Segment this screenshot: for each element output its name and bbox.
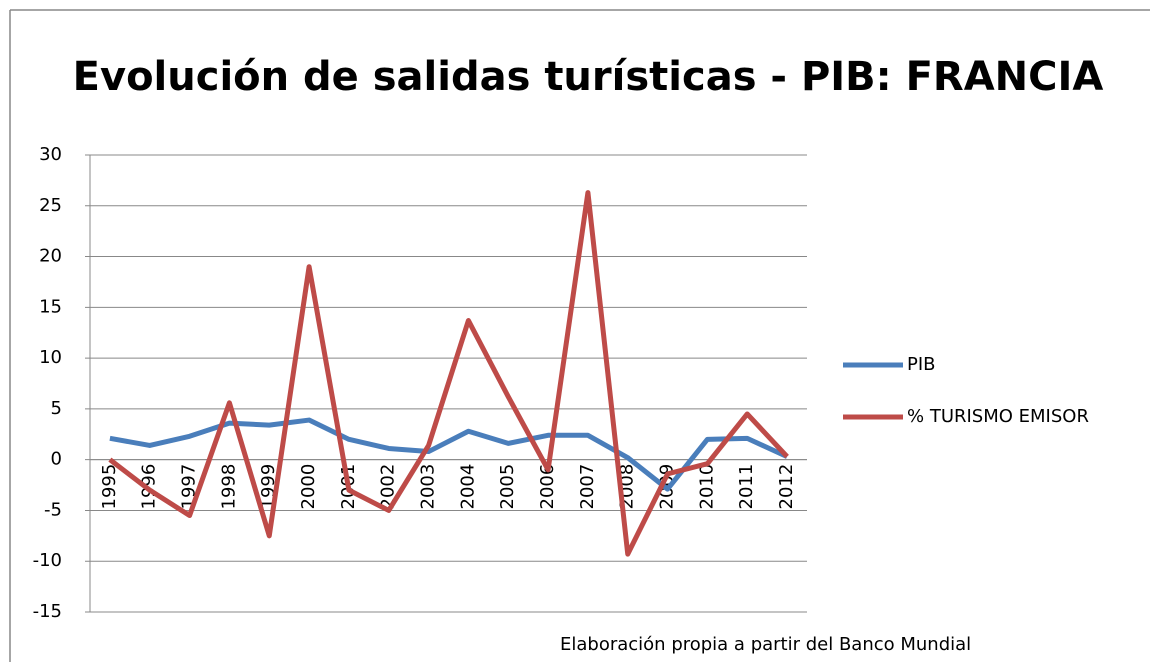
y-tick-label: 10: [39, 347, 62, 368]
legend-label: % TURISMO EMISOR: [907, 406, 1089, 427]
x-tick-label: 2004: [457, 464, 478, 510]
legend-label: PIB: [907, 354, 936, 375]
y-tick-label: 15: [39, 296, 62, 317]
x-tick-label: 2000: [298, 464, 319, 510]
y-tick-label: -10: [33, 550, 62, 571]
x-tick-label: 2011: [736, 464, 757, 510]
y-tick-label: 0: [51, 449, 62, 470]
y-tick-label: 20: [39, 246, 62, 267]
x-tick-label: 1998: [218, 464, 239, 510]
x-tick-label: 2006: [537, 464, 558, 510]
chart-title: Evolución de salidas turísticas - PIB: F…: [73, 54, 1104, 100]
x-tick-label: 2003: [418, 464, 439, 510]
x-tick-label: 2005: [497, 464, 518, 510]
y-tick-label: -15: [33, 601, 62, 622]
x-tick-label: 2010: [696, 464, 717, 510]
y-tick-label: 30: [39, 144, 62, 165]
x-tick-label: 1995: [99, 464, 120, 510]
x-tick-label: 2012: [776, 464, 797, 510]
source-note: Elaboración propia a partir del Banco Mu…: [560, 634, 971, 655]
y-tick-label: 25: [39, 195, 62, 216]
y-tick-label: 5: [51, 398, 62, 419]
series-line: [108, 190, 789, 557]
x-tick-label: 2007: [577, 464, 598, 510]
x-tick-label: 1996: [139, 464, 160, 510]
y-tick-label: -5: [44, 499, 62, 520]
